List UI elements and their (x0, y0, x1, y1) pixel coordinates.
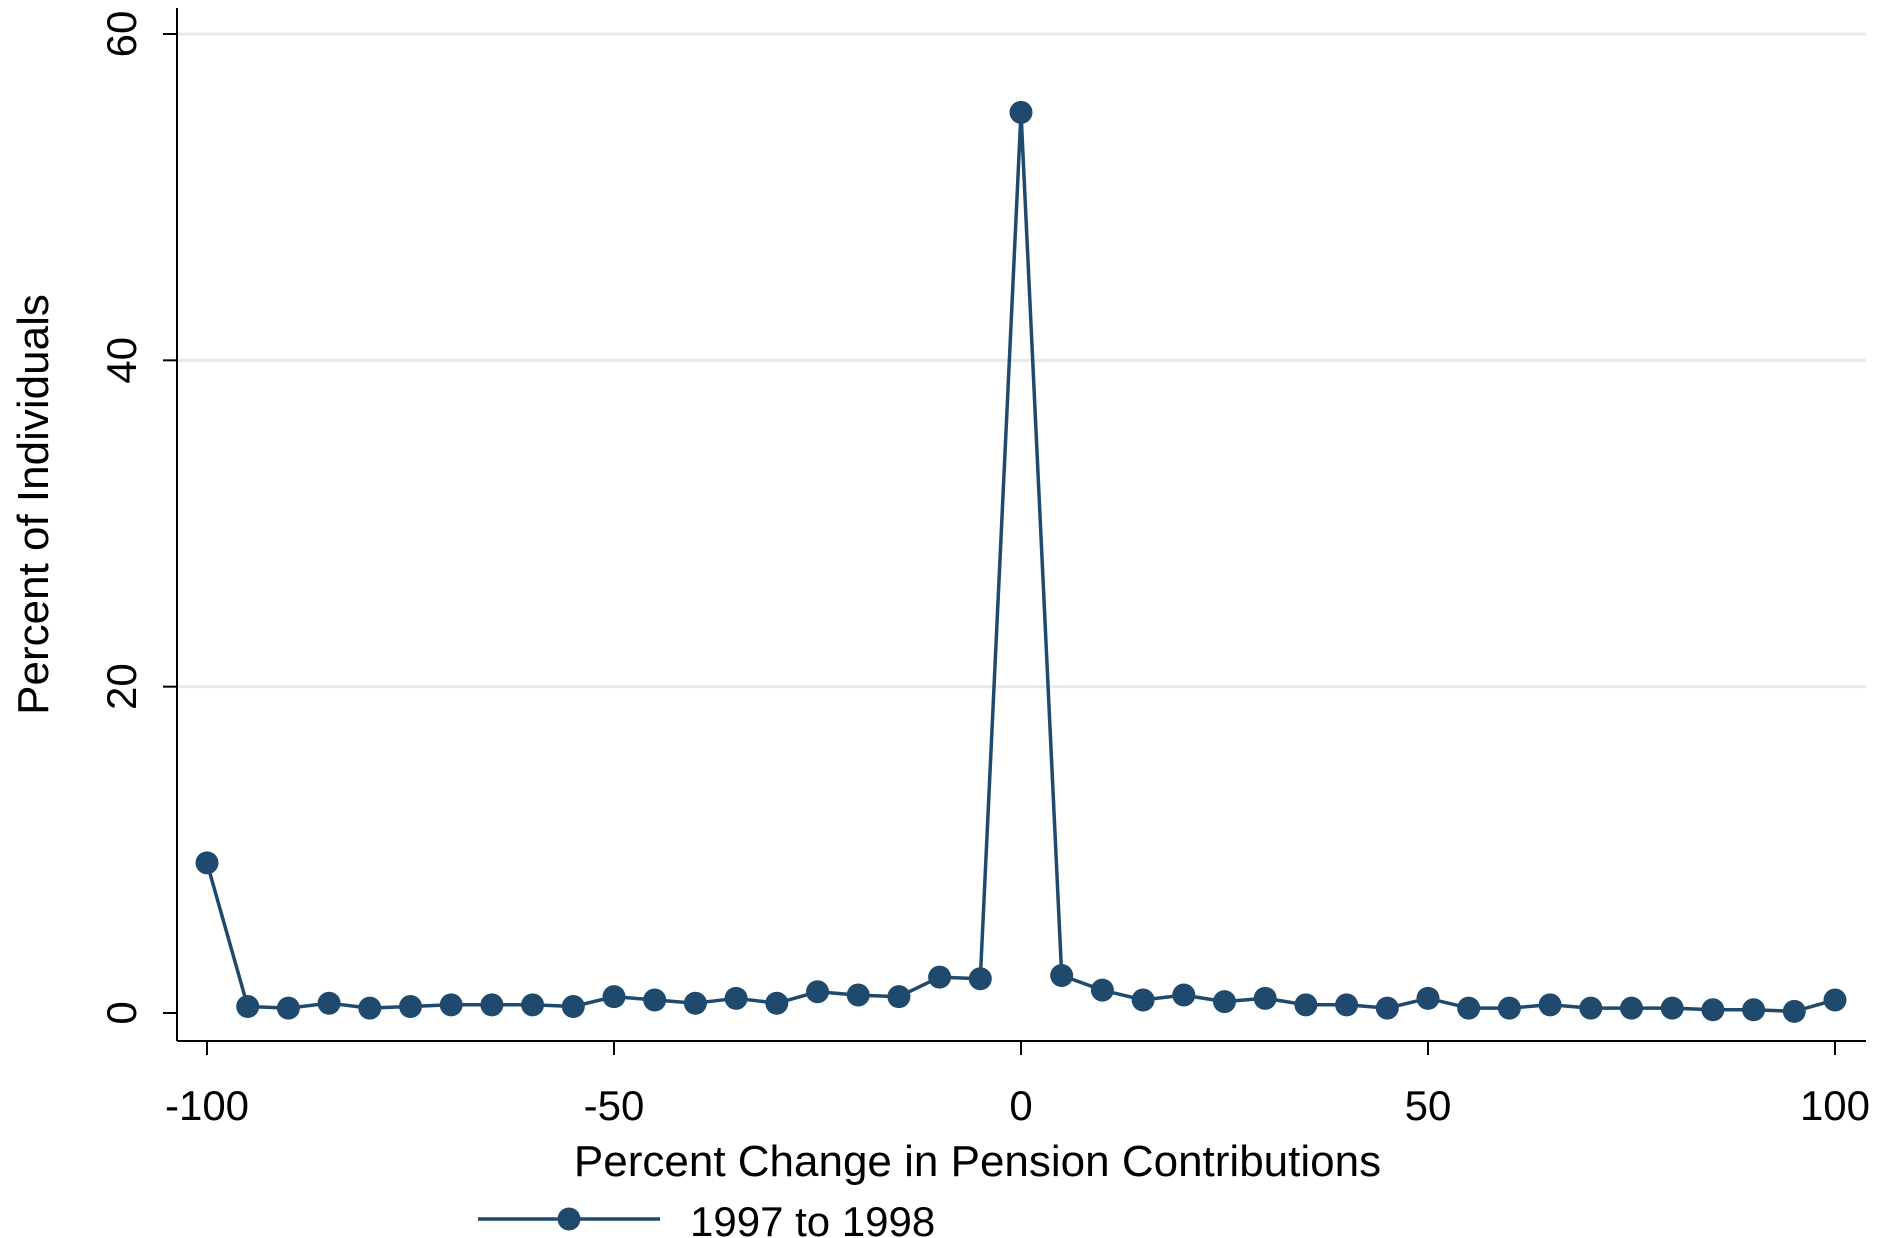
data-point (1172, 983, 1196, 1007)
x-tick-label-50: 50 (1405, 1082, 1452, 1129)
data-point (602, 985, 626, 1009)
y-tick-label-40: 40 (98, 337, 145, 384)
data-point (806, 980, 829, 1004)
data-point (1823, 988, 1847, 1012)
data-point (358, 996, 382, 1020)
data-point (1131, 988, 1155, 1012)
data-point (683, 991, 707, 1015)
y-axis-label: Percent of Individuals (9, 294, 58, 715)
data-point (1742, 998, 1766, 1022)
data-point (317, 991, 341, 1015)
x-tick-label--50: -50 (584, 1082, 645, 1129)
data-point (1050, 963, 1074, 987)
data-point (1090, 978, 1114, 1002)
series-group (195, 100, 1847, 1023)
gridlines (177, 32, 1866, 689)
data-point (439, 993, 463, 1017)
data-point (724, 986, 748, 1010)
data-point (399, 994, 422, 1018)
x-tick-label-100: 100 (1800, 1082, 1870, 1129)
data-point (643, 988, 667, 1012)
data-point (1579, 996, 1603, 1020)
x-axis-label: Percent Change in Pension Contributions (574, 1137, 1381, 1186)
data-point (1213, 990, 1236, 1014)
data-point (1335, 993, 1359, 1017)
data-point (1375, 996, 1399, 1020)
x-tick-label-0: 0 (1009, 1082, 1032, 1129)
data-point (765, 991, 789, 1015)
data-point (1294, 993, 1318, 1017)
data-point (195, 851, 219, 875)
data-point (846, 983, 870, 1007)
data-point (1782, 999, 1806, 1023)
data-point (1538, 993, 1562, 1017)
data-point (1701, 998, 1725, 1022)
data-point (1457, 996, 1481, 1020)
y-tick-label-60: 60 (98, 11, 145, 58)
data-point (276, 996, 300, 1020)
y-tick-label-20: 20 (98, 663, 145, 710)
y-axis-ticks: 0 20 40 60 (98, 11, 177, 1025)
data-point (236, 994, 260, 1018)
data-point (928, 965, 952, 989)
data-point (887, 985, 911, 1009)
legend-label: 1997 to 1998 (690, 1198, 935, 1238)
data-point (1660, 996, 1684, 1020)
data-point (521, 993, 545, 1017)
data-point (1009, 100, 1033, 124)
y-tick-label-0: 0 (98, 1001, 145, 1024)
data-point (480, 993, 504, 1017)
data-point (968, 967, 992, 991)
x-tick-label--100: -100 (165, 1082, 249, 1129)
data-point (561, 994, 585, 1018)
legend: 1997 to 1998 (478, 1198, 935, 1238)
x-axis-ticks: -100 -50 0 50 100 (165, 1041, 1870, 1129)
data-point (1416, 986, 1440, 1010)
data-point (1620, 996, 1643, 1020)
data-point (1497, 996, 1521, 1020)
legend-marker (557, 1207, 581, 1231)
data-point (1253, 986, 1277, 1010)
